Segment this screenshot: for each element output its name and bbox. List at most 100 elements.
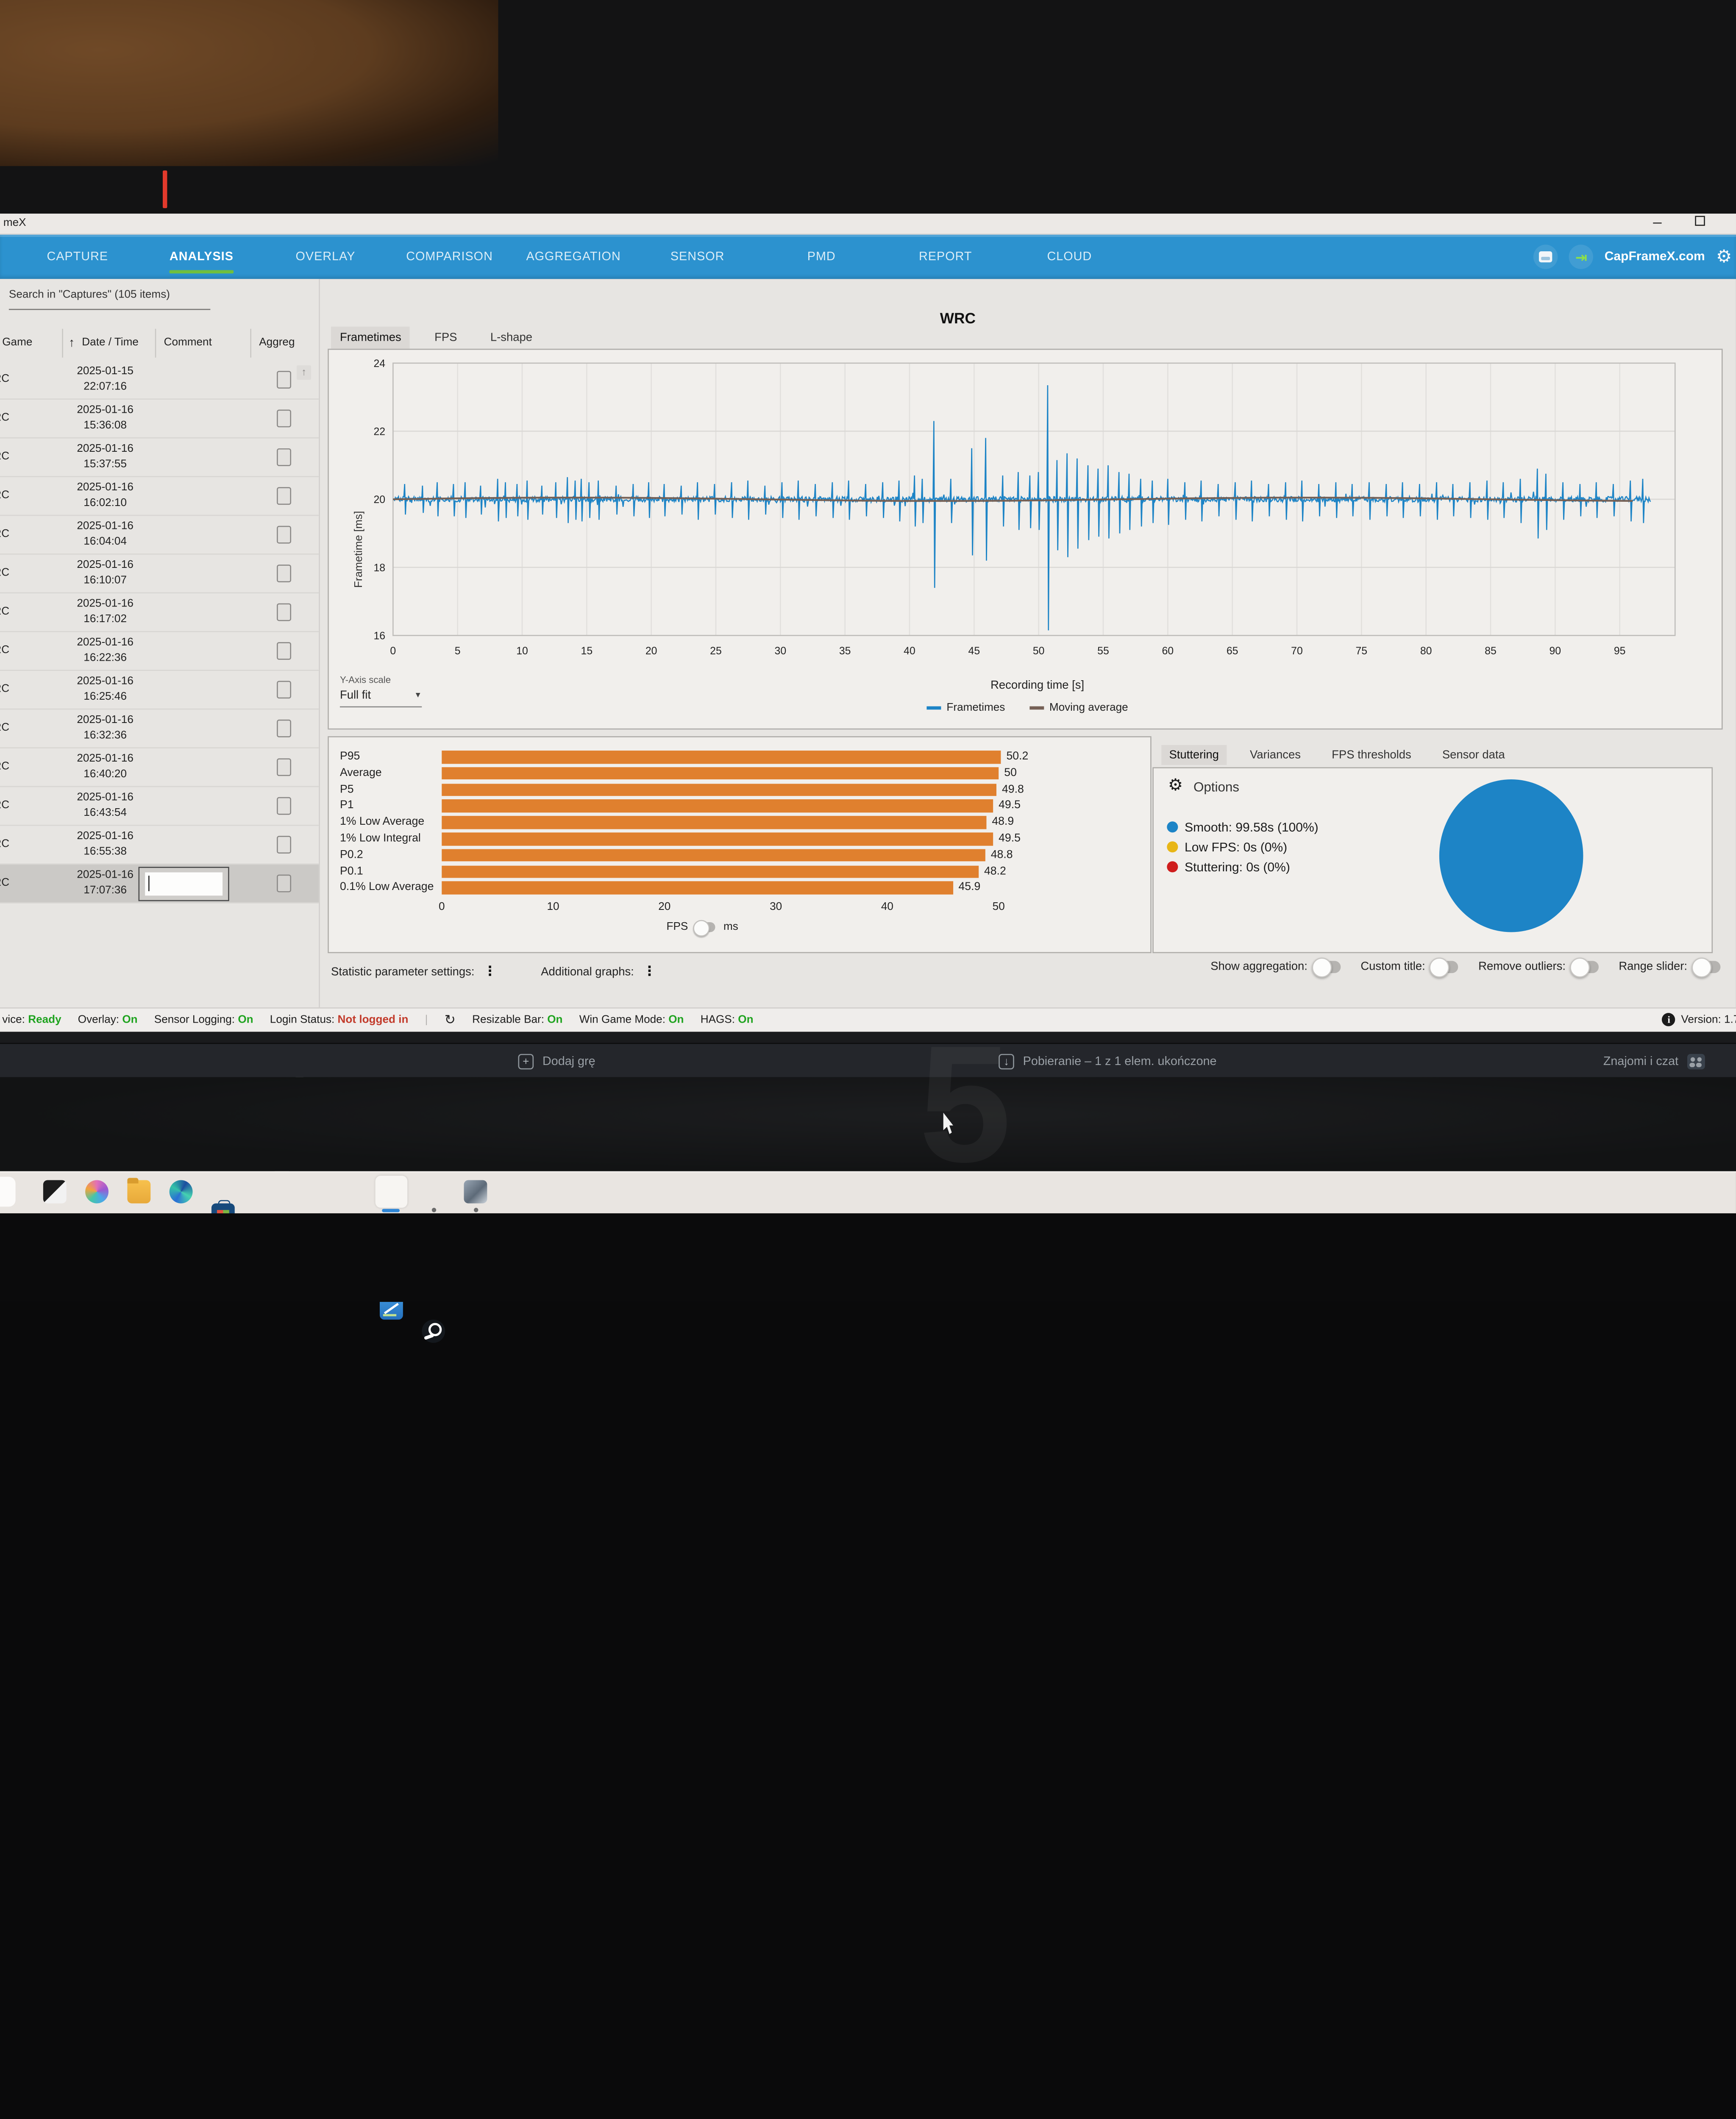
aggregate-checkbox[interactable]	[277, 642, 292, 660]
chart-tab-frametimes[interactable]: Frametimes	[331, 326, 410, 349]
options-gear-icon[interactable]: ⚙	[1168, 776, 1183, 795]
capture-date-time: 2025-01-16 16:22:36	[77, 637, 134, 665]
subtab-sensor-data[interactable]: Sensor data	[1442, 748, 1505, 762]
aggregate-checkbox[interactable]	[277, 874, 292, 893]
nav-tab-report[interactable]: REPORT	[919, 250, 972, 264]
nav-tab-cloud[interactable]: CLOUD	[1047, 250, 1092, 264]
nav-tab-analysis[interactable]: ANALYSIS	[139, 235, 264, 279]
footer-right-controls: Show aggregation: Custom title: Remove out…	[1210, 957, 1721, 977]
x-tick: 40	[881, 901, 893, 914]
login-icon[interactable]: ⇥	[1569, 245, 1594, 269]
kebab-menu-icon[interactable]: ⋮	[643, 963, 657, 979]
bar-label: 1% Low Integral	[339, 832, 421, 845]
aggregate-checkbox[interactable]	[277, 487, 292, 505]
subtab-fps-thresholds[interactable]: FPS thresholds	[1332, 748, 1411, 762]
column-aggreg[interactable]: Aggreg	[259, 336, 295, 349]
nav-tab-capture[interactable]: CAPTURE	[47, 250, 108, 264]
steam-add-game-button[interactable]: + Dodaj grę	[518, 1044, 595, 1078]
comment-input[interactable]	[145, 872, 223, 896]
maximize-button[interactable]	[1687, 216, 1711, 228]
options-label[interactable]: Options	[1193, 779, 1239, 795]
capture-game-name: RC	[0, 838, 10, 851]
nav-tab-sensor[interactable]: SENSOR	[670, 250, 725, 264]
refresh-icon[interactable]: ↻	[444, 1012, 456, 1028]
aggregate-checkbox[interactable]	[277, 836, 292, 854]
aggregate-checkbox[interactable]	[277, 526, 292, 544]
taskbar-icon-edge[interactable]	[169, 1180, 193, 1204]
settings-gear-icon[interactable]: ⚙	[1716, 248, 1732, 267]
aggregate-checkbox[interactable]	[277, 681, 292, 699]
x-tick: 50	[992, 901, 1005, 914]
taskbar-icon-app[interactable]	[464, 1180, 487, 1204]
aggregate-checkbox[interactable]	[277, 797, 292, 815]
column-date-time[interactable]: Date / Time	[82, 336, 139, 349]
taskbar-icon-copilot[interactable]	[85, 1180, 108, 1204]
column-game[interactable]: Game	[2, 336, 33, 349]
status-item: HAGS: On	[700, 1014, 754, 1026]
y-axis-scale-dropdown[interactable]: Full fit ▼	[339, 688, 422, 702]
minimize-button[interactable]: –	[1653, 212, 1662, 231]
aggregate-checkbox[interactable]	[277, 565, 292, 583]
column-comment[interactable]: Comment	[164, 336, 212, 349]
capture-date-time: 2025-01-16 16:02:10	[77, 481, 134, 509]
bar-value: 48.8	[990, 849, 1013, 861]
frametime-chart[interactable]: 0 5 10 15 20 25 30 35 40 45 50 55 60 65 70 75 80 85 90 95 16…	[329, 352, 1722, 673]
unit-toggle[interactable]	[693, 920, 716, 937]
sort-ascending-icon[interactable]: ↑	[68, 336, 75, 350]
aggregate-checkbox[interactable]	[277, 371, 292, 389]
capture-game-name: RC	[0, 799, 10, 812]
aggregate-checkbox[interactable]	[277, 409, 292, 428]
taskbar-icon-steam[interactable]	[422, 1319, 445, 1343]
subtab-variances[interactable]: Variances	[1250, 748, 1301, 762]
taskbar-icon-start[interactable]	[43, 1180, 67, 1204]
kebab-menu-icon[interactable]: ⋮	[483, 963, 497, 979]
taskbar-icon-widgets[interactable]	[0, 1176, 16, 1207]
nav-tab-comparison[interactable]: COMPARISON	[406, 250, 493, 264]
toggle-switch[interactable]	[1312, 957, 1341, 977]
capture-game-name: RC	[0, 567, 10, 579]
subtab-stuttering[interactable]: Stuttering	[1161, 745, 1227, 765]
search-captures-label: Search in "Captures" (105 items)	[8, 289, 170, 301]
steam-download-status[interactable]: ↓ Pobieranie – 1 z 1 elem. ukończone	[999, 1044, 1217, 1078]
aggregate-checkbox[interactable]	[277, 719, 292, 737]
svg-text:20: 20	[373, 494, 385, 506]
x-tick: 30	[770, 901, 782, 914]
toggle-switch[interactable]	[1691, 957, 1721, 977]
toggle-switch[interactable]	[1570, 957, 1599, 977]
status-item: Overlay: On	[78, 1014, 138, 1026]
capture-game-name: RC	[0, 412, 10, 424]
chart-tab-l-shape[interactable]: L-shape	[490, 331, 532, 345]
toggle-switch[interactable]	[1430, 957, 1459, 977]
comment-edit-box[interactable]	[138, 867, 229, 901]
bar-value: 49.5	[999, 800, 1021, 812]
scroll-up-icon[interactable]: ↑	[297, 365, 312, 380]
aggregate-checkbox[interactable]	[277, 603, 292, 621]
taskbar-icon-file-explorer[interactable]	[127, 1178, 151, 1204]
aggregate-checkbox[interactable]	[277, 758, 292, 776]
nav-tab-pmd[interactable]: PMD	[807, 250, 836, 264]
steam-friends-button[interactable]: Znajomi i czat	[1603, 1044, 1705, 1078]
captures-sidebar: Search in "Captures" (105 items) Game ↑ …	[0, 279, 319, 1213]
nav-tab-overlay[interactable]: OVERLAY	[295, 250, 356, 264]
search-input[interactable]	[8, 309, 211, 310]
screenshot-icon[interactable]	[1533, 245, 1558, 269]
aggregate-checkbox[interactable]	[277, 448, 292, 466]
chart-tab-fps[interactable]: FPS	[434, 331, 457, 345]
capture-date-time: 2025-01-16 15:36:08	[77, 404, 134, 432]
nav-tab-aggregation[interactable]: AGGREGATION	[526, 250, 621, 264]
capframex-site-link[interactable]: CapFrameX.com	[1604, 250, 1705, 264]
